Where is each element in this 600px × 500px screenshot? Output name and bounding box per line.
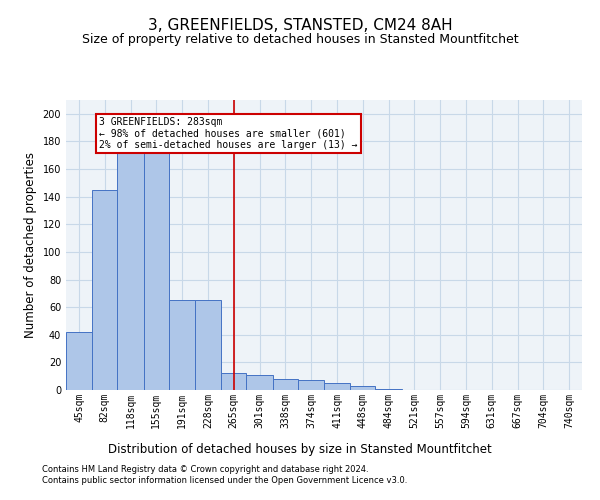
Bar	[324, 383, 350, 390]
Bar	[221, 374, 247, 390]
Bar	[92, 190, 118, 390]
Bar	[66, 332, 92, 390]
Text: Distribution of detached houses by size in Stansted Mountfitchet: Distribution of detached houses by size …	[108, 442, 492, 456]
Bar	[272, 379, 298, 390]
Bar	[118, 138, 143, 390]
Bar	[350, 386, 376, 390]
Bar	[298, 380, 324, 390]
Bar	[169, 300, 195, 390]
Text: 3 GREENFIELDS: 283sqm
← 98% of detached houses are smaller (601)
2% of semi-deta: 3 GREENFIELDS: 283sqm ← 98% of detached …	[99, 116, 358, 150]
Text: Size of property relative to detached houses in Stansted Mountfitchet: Size of property relative to detached ho…	[82, 32, 518, 46]
Text: Contains public sector information licensed under the Open Government Licence v3: Contains public sector information licen…	[42, 476, 407, 485]
Bar	[143, 138, 169, 390]
Text: 3, GREENFIELDS, STANSTED, CM24 8AH: 3, GREENFIELDS, STANSTED, CM24 8AH	[148, 18, 452, 32]
Bar	[247, 375, 272, 390]
Bar	[195, 300, 221, 390]
Bar	[376, 388, 401, 390]
Text: Contains HM Land Registry data © Crown copyright and database right 2024.: Contains HM Land Registry data © Crown c…	[42, 465, 368, 474]
Y-axis label: Number of detached properties: Number of detached properties	[24, 152, 37, 338]
